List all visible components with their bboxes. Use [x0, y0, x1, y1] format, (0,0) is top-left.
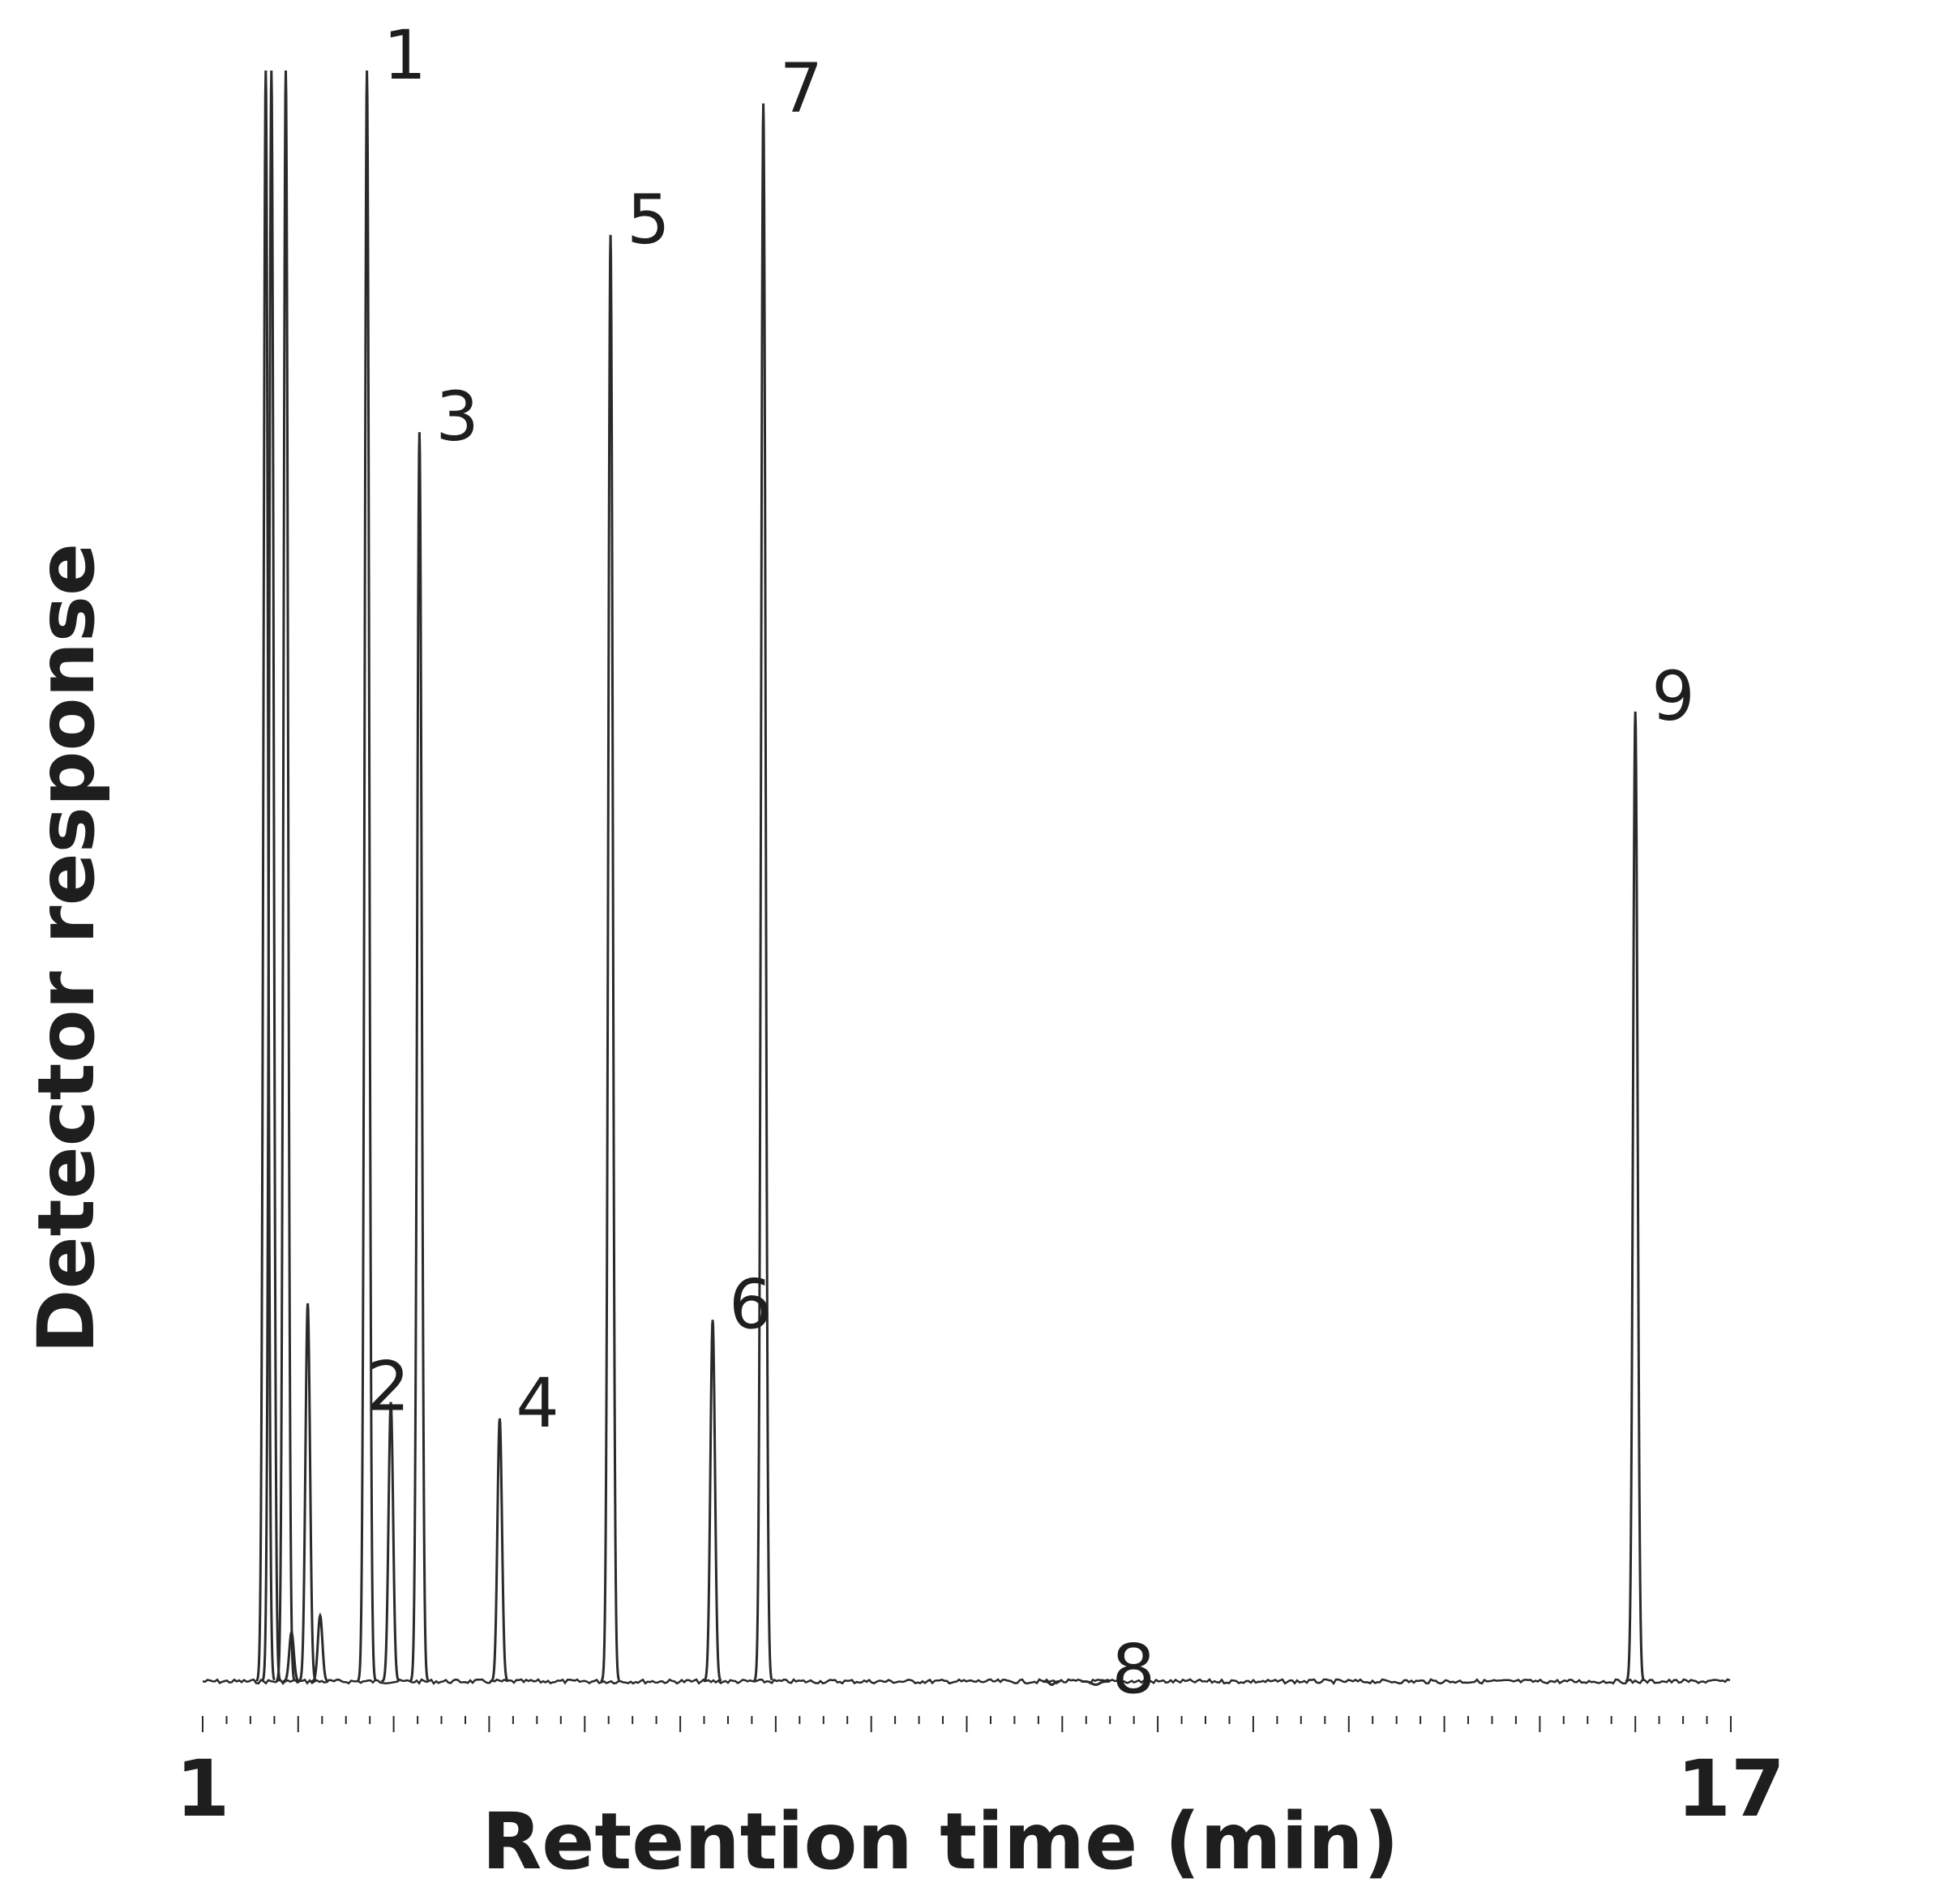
peak-3: [409, 432, 430, 1682]
x-tick-label-17: 17: [1677, 1744, 1785, 1834]
peak-label-9: 9: [1651, 657, 1694, 736]
peak-unlabeled-0: [255, 70, 276, 1682]
peak-unlabeled-3: [282, 1629, 301, 1683]
peak-7: [753, 103, 773, 1682]
peak-label-2: 2: [366, 1347, 409, 1427]
x-tick-label-1: 1: [176, 1744, 230, 1834]
peak-label-3: 3: [435, 377, 478, 456]
plot-area: [202, 70, 1731, 1687]
peak-2: [380, 1401, 400, 1683]
peak-unlabeled-4: [298, 1303, 317, 1683]
peak-6: [702, 1320, 722, 1683]
peak-unlabeled-5: [310, 1612, 329, 1683]
peak-label-8: 8: [1112, 1630, 1155, 1709]
peak-label-1: 1: [383, 15, 426, 95]
peak-5: [600, 234, 621, 1682]
peak-label-4: 4: [516, 1363, 559, 1443]
peak-unlabeled-13: [1043, 1679, 1060, 1687]
peak-9: [1625, 711, 1646, 1682]
x-axis-ticks: [202, 1716, 1732, 1732]
y-axis-title: Detector response: [21, 543, 112, 1354]
x-axis-title: Retention time (min): [482, 1796, 1398, 1887]
peak-1: [357, 70, 377, 1682]
x-axis-tick-labels: 1 17: [176, 1744, 1785, 1834]
peak-label-7: 7: [780, 49, 823, 128]
peak-label-5: 5: [627, 180, 670, 259]
peak-labels: 1 2 3 4 5 6 7 8 9: [366, 15, 1695, 1709]
peak-label-6: 6: [729, 1264, 772, 1344]
peak-4: [489, 1418, 509, 1683]
peak-unlabeled-2: [276, 70, 296, 1682]
baseline-trace: [202, 1678, 1731, 1686]
peak-unlabeled-1: [261, 70, 281, 1682]
peak-8: [1081, 1679, 1110, 1687]
